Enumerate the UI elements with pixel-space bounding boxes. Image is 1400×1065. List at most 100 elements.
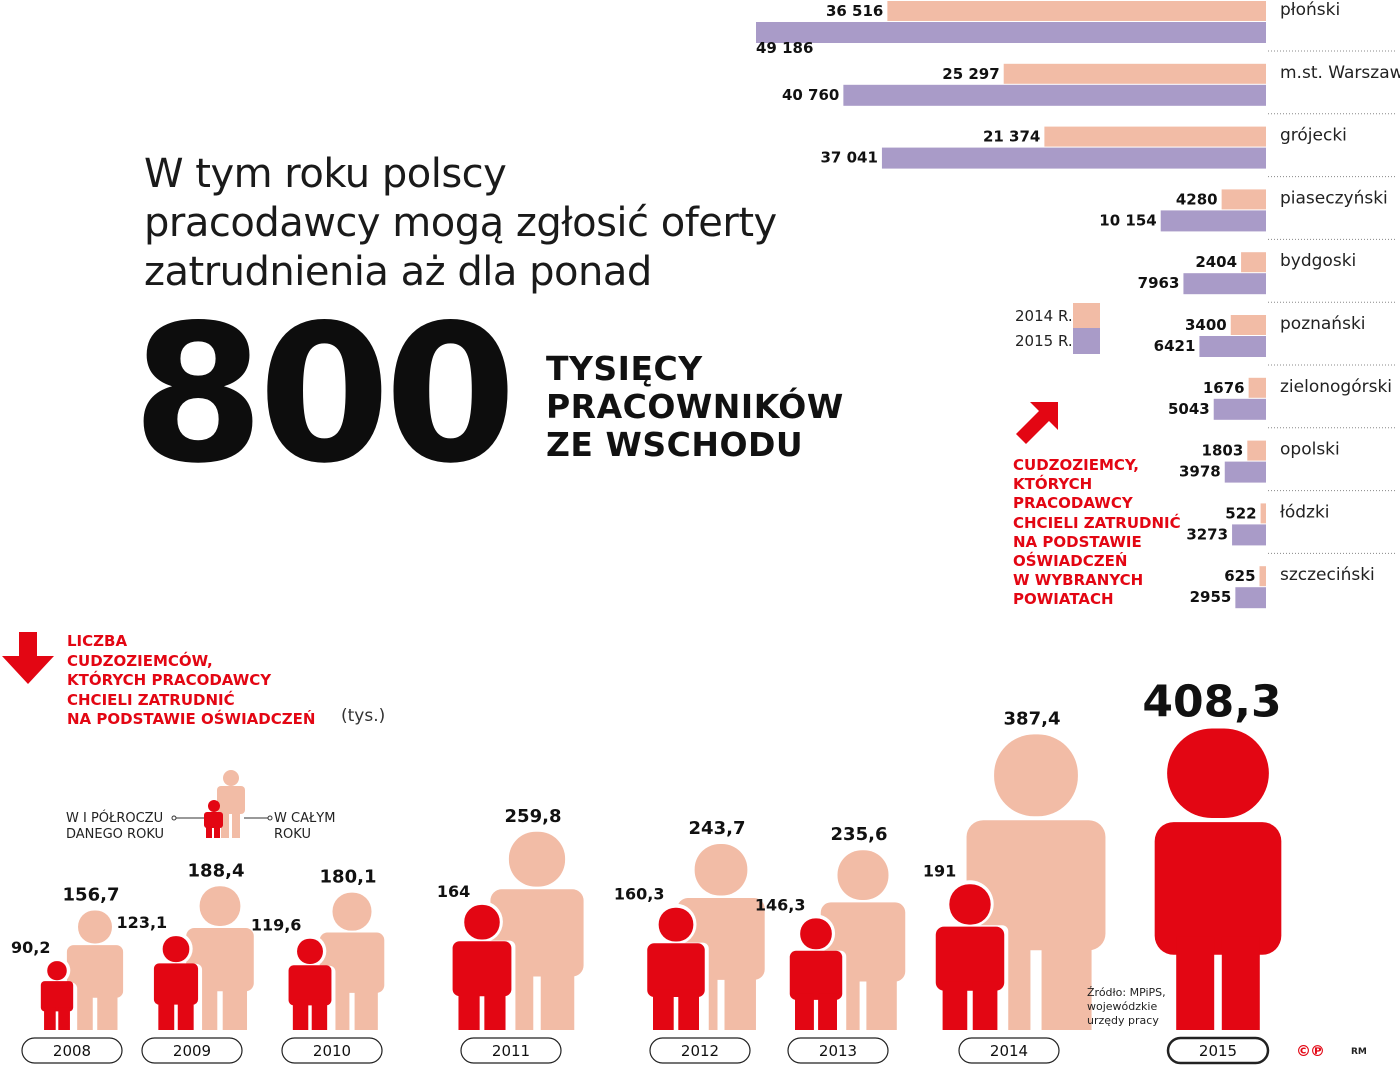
county-caption-line: POWIATACH	[1013, 590, 1114, 609]
source-line: urzędy pracy	[1087, 1014, 1159, 1027]
leg	[177, 999, 194, 1030]
torso	[217, 786, 245, 814]
arrow-up-right-icon	[1016, 402, 1058, 444]
year-label: 2011	[492, 1042, 530, 1060]
headline-line-2: pracodawcy mogą zgłosić oferty	[144, 200, 777, 246]
bar-2014	[1260, 503, 1266, 524]
bar-label-2014: 2404	[1195, 253, 1237, 271]
leg	[214, 826, 220, 838]
source-note: Źródło: MPiPS, wojewódzkie urzędy pracy	[1087, 986, 1166, 1028]
leg	[232, 810, 240, 838]
county-caption-line: CUDZOZIEMCY,	[1013, 456, 1139, 474]
unit-label: (tys.)	[341, 706, 386, 726]
legend-full-year-line: W CAŁYM	[274, 811, 336, 826]
legend-2014-label: 2014 R.	[1015, 307, 1073, 325]
leg	[942, 981, 968, 1030]
county-label: szczeciński	[1280, 565, 1375, 585]
big-caption-line-2: PRACOWNIKÓW	[546, 387, 844, 426]
year-pill	[787, 1037, 889, 1064]
leg	[795, 993, 814, 1030]
leg	[458, 988, 480, 1030]
county-chart-caption: CUDZOZIEMCY, KTÓRYCH PRACODAWCY CHCIELI …	[1013, 456, 1181, 610]
torso	[40, 981, 74, 1012]
bar-label-2015: 37 041	[821, 149, 878, 167]
figure-half-year	[40, 961, 74, 1030]
legend-connector-dot	[171, 815, 177, 821]
head	[658, 907, 694, 942]
bar-label-2015: 6421	[1154, 337, 1196, 355]
leg	[866, 970, 897, 1030]
torso	[966, 820, 1106, 951]
bar-2014	[1044, 126, 1266, 147]
bar-2015	[1183, 273, 1266, 295]
value-label-full: 259,8	[505, 806, 562, 827]
county-bar-chart: 36 516 49 186 płoński 25 297 40 760 m.st. War…	[756, 0, 1400, 609]
figure-half-year	[452, 904, 512, 1030]
value-label-half: 146,3	[755, 895, 806, 914]
head	[994, 734, 1078, 817]
figure-caption-line: NA PODSTAWIE OŚWIADCZEŃ	[67, 710, 316, 728]
legend-2015-label: 2015 R.	[1015, 332, 1073, 350]
legend-full-year: W CAŁYM ROKU	[274, 811, 335, 843]
big-caption: TYSIĘCY PRACOWNIKÓW ZE WSCHODU	[546, 350, 844, 464]
bar-label-2014: 21 374	[983, 128, 1040, 146]
year-pill	[21, 1037, 123, 1064]
publisher-logo: ©℗	[1296, 1042, 1325, 1060]
figure-full-year	[1154, 728, 1282, 1030]
big-number: 800	[132, 284, 517, 505]
figure-full-year	[966, 734, 1106, 1030]
leg	[818, 993, 837, 1030]
county-caption-line: PRACODAWCY	[1013, 494, 1133, 513]
big-caption-line-1: TYSIĘCY	[546, 349, 703, 388]
head	[208, 800, 220, 812]
torso	[1154, 822, 1282, 955]
county-label: poznański	[1280, 314, 1366, 334]
county-label: płoński	[1280, 0, 1340, 20]
county-label: łódzki	[1280, 502, 1330, 522]
leg	[1176, 936, 1215, 1030]
arrow-down-icon	[2, 632, 54, 684]
legend-connector-dot	[267, 815, 273, 821]
bar-label-2015: 2955	[1190, 588, 1232, 606]
year-label: 2012	[681, 1042, 719, 1060]
figure-caption-line: CUDZOZIEMCÓW,	[67, 651, 213, 670]
bar-2015	[1160, 210, 1266, 232]
head	[223, 770, 239, 786]
leg	[72, 990, 93, 1030]
bar-2015	[1199, 336, 1266, 357]
value-label-full: 243,7	[689, 818, 746, 839]
bar-label-2015: 7963	[1138, 274, 1180, 292]
value-label-half: 119,6	[251, 916, 302, 935]
figure-full-year	[66, 910, 124, 1030]
bar-label-2014: 522	[1225, 504, 1256, 522]
leg	[653, 989, 674, 1030]
figure-caption-line: KTÓRYCH PRACODAWCY	[67, 671, 272, 689]
county-label: zielonogórski	[1280, 377, 1392, 397]
figure-half-year	[288, 938, 332, 1030]
bar-label-2014: 3400	[1185, 316, 1227, 334]
torso	[186, 927, 254, 992]
leg	[44, 1007, 56, 1030]
value-label-half: 123,1	[117, 913, 168, 932]
torso	[204, 812, 223, 828]
value-label-half: 164	[437, 882, 470, 901]
year-label: 2009	[173, 1042, 211, 1060]
year-pill	[1166, 1036, 1270, 1065]
figure-caption-line: LICZBA	[67, 632, 128, 650]
legend-icon	[204, 770, 245, 838]
value-label-full: 156,7	[63, 884, 120, 905]
headline: W tym roku polscy pracodawcy mogą zgłosi…	[144, 150, 844, 297]
leg	[540, 964, 575, 1030]
big-caption-line-3: ZE WSCHODU	[546, 425, 804, 464]
county-caption-line: OŚWIADCZEŃ	[1013, 552, 1128, 571]
head	[508, 831, 566, 887]
figure-caption-line: CHCIELI ZATRUDNIĆ	[67, 690, 235, 709]
bar-2014	[887, 1, 1266, 21]
legend-half-year: W I PÓŁROCZU DANEGO ROKU	[66, 811, 164, 843]
head	[694, 844, 748, 896]
bar-label-2014: 4280	[1176, 190, 1218, 208]
year-label: 2010	[313, 1042, 351, 1060]
bar-2014	[1259, 566, 1266, 587]
bar-label-2015: 3273	[1186, 525, 1228, 543]
